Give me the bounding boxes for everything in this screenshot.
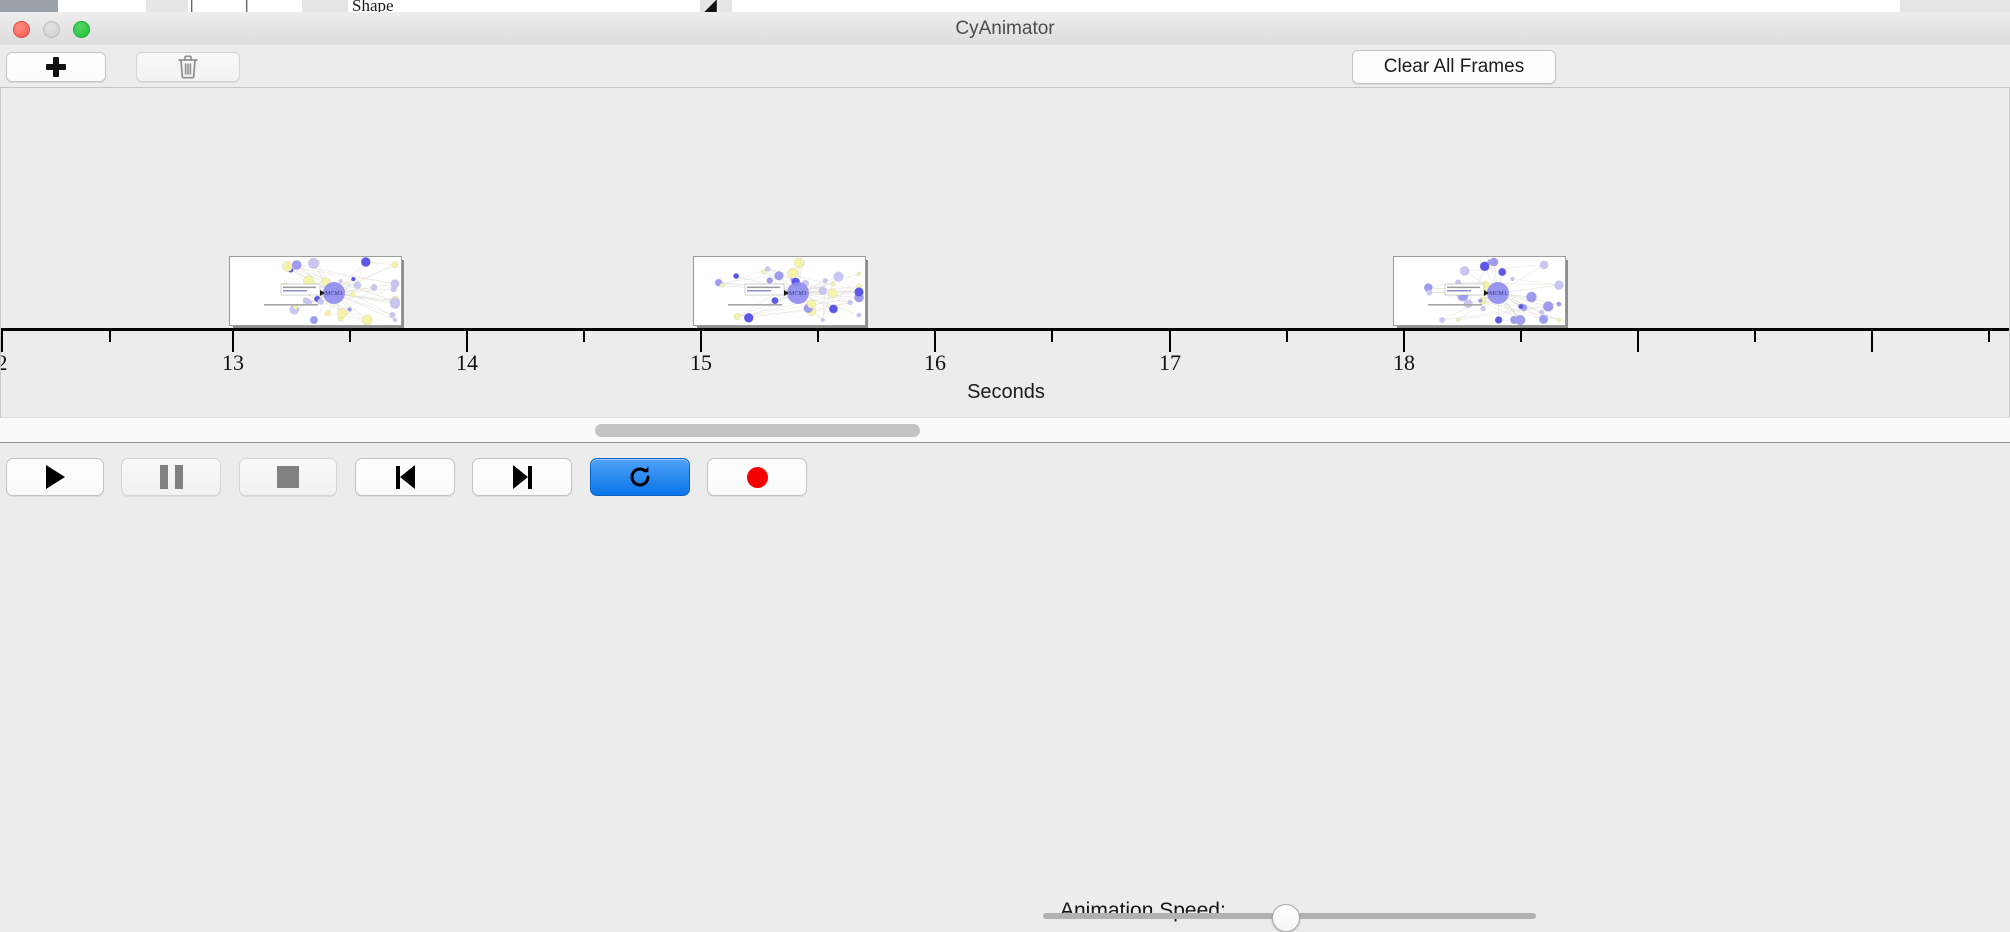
- hub-node-label: MCM1: [325, 291, 343, 297]
- timeline-horizontal-scrollbar[interactable]: [0, 417, 2010, 443]
- axis-tick: [817, 331, 819, 342]
- axis-tick-label: 14: [456, 350, 478, 376]
- network-diagram: MCM1: [694, 257, 865, 325]
- frame-thumbnail[interactable]: MCM1: [1393, 256, 1568, 328]
- next-frame-button[interactable]: [472, 458, 572, 496]
- record-button[interactable]: [707, 458, 807, 496]
- axis-tick: [1754, 331, 1756, 342]
- scrollbar-thumb[interactable]: [595, 424, 920, 437]
- axis-tick-label: 17: [1159, 350, 1181, 376]
- axis-tick-label: 18: [1393, 350, 1415, 376]
- hub-node-label: MCM1: [789, 291, 807, 297]
- axis-tick: [109, 331, 111, 342]
- animation-speed-label: Animation Speed:: [1060, 899, 1226, 923]
- axis-tick: [1, 331, 3, 352]
- axis-tick: [232, 331, 234, 352]
- bg-chip: [302, 0, 349, 12]
- axis-tick: [583, 331, 585, 342]
- page-title: CyAnimator: [0, 12, 2010, 45]
- skip-forward-icon: [513, 465, 532, 489]
- skip-back-icon: [396, 465, 415, 489]
- bg-chip: [58, 0, 147, 12]
- hub-node-label: MCM1: [1489, 291, 1507, 297]
- delete-frame-button[interactable]: [136, 52, 240, 82]
- network-diagram: MCM1: [1394, 257, 1565, 325]
- cyanimator-window: Shape | | ◢ CyAnimator Clear All Frames …: [0, 0, 2010, 510]
- axis-tick: [466, 331, 468, 352]
- stop-icon: [277, 466, 299, 488]
- timeline-axis: [1, 328, 2010, 331]
- bg-chip: [348, 0, 701, 12]
- frame-thumbnail[interactable]: MCM1: [229, 256, 404, 328]
- axis-tick: [1520, 331, 1522, 342]
- axis-tick-label: 15: [690, 350, 712, 376]
- loop-icon: [627, 464, 653, 490]
- bg-chip: [732, 0, 1901, 12]
- thumbnail-card: MCM1: [1393, 256, 1566, 326]
- axis-tick-label: 16: [924, 350, 946, 376]
- axis-tick: [1169, 331, 1171, 352]
- timeline-panel[interactable]: MCM1 MCM1 MCM1 2 13 14 15 16 17 18 Seconds: [0, 88, 2010, 417]
- axis-tick-label: 2: [0, 350, 8, 376]
- axis-tick: [349, 331, 351, 342]
- axis-tick-label: 13: [222, 350, 244, 376]
- title-bar: CyAnimator: [0, 12, 2010, 46]
- pause-icon: [160, 465, 183, 489]
- bg-chip: [0, 0, 59, 12]
- play-icon: [46, 465, 65, 489]
- axis-tick: [1988, 331, 1990, 342]
- frame-thumbnail[interactable]: MCM1: [693, 256, 868, 328]
- axis-tick: [1403, 331, 1405, 352]
- stop-button[interactable]: [239, 458, 337, 496]
- trash-icon: [176, 54, 200, 80]
- axis-tick: [1637, 331, 1639, 352]
- record-icon: [747, 467, 768, 488]
- axis-title: Seconds: [1, 381, 2010, 404]
- animation-speed-slider-thumb[interactable]: [1272, 904, 1300, 932]
- pause-button[interactable]: [121, 458, 221, 496]
- plus-icon: [46, 57, 66, 77]
- previous-frame-button[interactable]: [355, 458, 455, 496]
- axis-tick: [1051, 331, 1053, 342]
- bg-chip: [146, 0, 189, 12]
- thumbnail-card: MCM1: [229, 256, 402, 326]
- axis-tick: [934, 331, 936, 352]
- axis-tick: [1871, 331, 1873, 352]
- play-button[interactable]: [6, 458, 104, 496]
- network-diagram: MCM1: [230, 257, 401, 325]
- playback-toolbar: Animation Speed:: [0, 444, 2010, 510]
- thumbnail-card: MCM1: [693, 256, 866, 326]
- add-frame-button[interactable]: [6, 52, 106, 82]
- loop-button[interactable]: [590, 458, 690, 496]
- clear-all-frames-label: Clear All Frames: [1384, 56, 1524, 78]
- axis-tick: [1286, 331, 1288, 342]
- axis-tick: [700, 331, 702, 352]
- clear-all-frames-button[interactable]: Clear All Frames: [1352, 50, 1556, 84]
- frame-toolbar: Clear All Frames: [0, 45, 2010, 88]
- bg-chip: [1900, 0, 2010, 12]
